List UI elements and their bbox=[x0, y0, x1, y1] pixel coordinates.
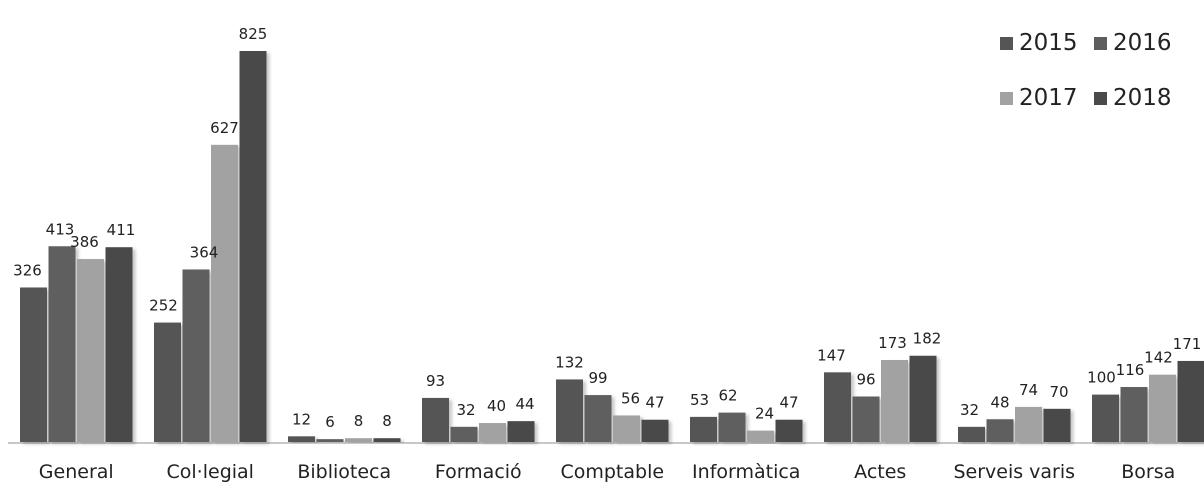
bar-2017-8 bbox=[1149, 374, 1176, 442]
value-label: 386 bbox=[70, 233, 99, 251]
legend-label: 2017 bbox=[1019, 85, 1078, 111]
bar-2018-5 bbox=[775, 419, 803, 442]
bar-2017-1 bbox=[211, 144, 238, 442]
bar-2016-5 bbox=[718, 412, 746, 442]
bar-2017-5 bbox=[747, 430, 774, 442]
value-label: 40 bbox=[487, 397, 506, 415]
category-label: Informàtica bbox=[692, 461, 800, 483]
value-label: 132 bbox=[555, 353, 584, 371]
legend: 2015 2016 2017 2018 bbox=[1000, 30, 1172, 111]
value-label: 182 bbox=[913, 330, 942, 348]
category-label: Col·legial bbox=[167, 461, 254, 483]
value-label: 99 bbox=[588, 369, 607, 387]
value-label: 56 bbox=[621, 389, 640, 407]
value-label: 411 bbox=[107, 221, 136, 239]
value-label: 32 bbox=[960, 401, 979, 419]
bar-2015-1 bbox=[154, 322, 181, 442]
bar-2017-7 bbox=[1015, 406, 1042, 442]
bar-2016-6 bbox=[852, 396, 880, 442]
value-label: 48 bbox=[990, 393, 1009, 411]
bars-group bbox=[20, 51, 1204, 442]
category-label: Formació bbox=[435, 461, 522, 483]
bar-2016-1 bbox=[182, 269, 210, 442]
value-label: 252 bbox=[149, 297, 178, 315]
value-label: 44 bbox=[515, 395, 534, 413]
value-label: 173 bbox=[878, 334, 907, 352]
value-label: 53 bbox=[690, 391, 709, 409]
value-label: 93 bbox=[426, 372, 445, 390]
value-label: 413 bbox=[46, 220, 75, 238]
bar-2015-4 bbox=[556, 379, 583, 442]
value-label: 62 bbox=[718, 387, 737, 405]
value-label: 142 bbox=[1144, 349, 1173, 367]
bar-2017-2 bbox=[345, 438, 372, 442]
legend-swatch-2016 bbox=[1094, 37, 1107, 50]
bar-2016-0 bbox=[48, 246, 76, 442]
bar-2015-5 bbox=[690, 416, 717, 442]
legend-swatch-2018 bbox=[1094, 92, 1107, 105]
bar-2018-1 bbox=[239, 51, 267, 442]
value-label: 326 bbox=[13, 261, 42, 279]
legend-label: 2015 bbox=[1019, 30, 1078, 56]
bar-2015-0 bbox=[20, 287, 47, 442]
bar-2015-7 bbox=[958, 426, 985, 442]
bar-2018-3 bbox=[507, 421, 535, 442]
value-label: 6 bbox=[325, 413, 335, 431]
category-label: Comptable bbox=[560, 461, 664, 483]
bar-2016-2 bbox=[316, 439, 344, 442]
value-label: 8 bbox=[354, 412, 364, 430]
legend-swatch-2017 bbox=[1000, 92, 1013, 105]
bar-2018-8 bbox=[1177, 360, 1204, 442]
value-label: 24 bbox=[755, 405, 774, 423]
category-labels-group: General Col·legial Biblioteca Formació Compt… bbox=[39, 461, 1175, 483]
bar-2016-8 bbox=[1120, 387, 1148, 442]
bar-2015-2 bbox=[288, 436, 315, 442]
value-label: 74 bbox=[1019, 381, 1038, 399]
value-label: 12 bbox=[292, 410, 311, 428]
bar-2017-3 bbox=[479, 423, 506, 442]
legend-label: 2016 bbox=[1113, 30, 1172, 56]
category-label: Serveis varis bbox=[953, 461, 1075, 483]
value-label: 627 bbox=[210, 119, 239, 137]
bar-2016-3 bbox=[450, 426, 478, 442]
value-label: 8 bbox=[382, 412, 392, 430]
bar-2018-6 bbox=[909, 355, 937, 442]
category-label: General bbox=[39, 461, 114, 483]
value-label: 100 bbox=[1087, 369, 1116, 387]
legend-label: 2018 bbox=[1113, 85, 1172, 111]
bar-2018-2 bbox=[373, 438, 401, 442]
value-label: 70 bbox=[1049, 383, 1068, 401]
bar-2015-8 bbox=[1092, 394, 1119, 442]
value-label: 147 bbox=[817, 346, 846, 364]
bar-2017-6 bbox=[881, 360, 908, 442]
category-label: Borsa bbox=[1121, 461, 1175, 483]
bar-2017-0 bbox=[77, 259, 104, 442]
legend-swatch-2015 bbox=[1000, 37, 1013, 50]
value-label: 825 bbox=[239, 25, 268, 43]
bar-2016-7 bbox=[986, 419, 1014, 442]
value-label: 171 bbox=[1173, 335, 1202, 353]
value-label: 364 bbox=[190, 243, 219, 261]
bar-2017-4 bbox=[613, 415, 640, 442]
value-label: 116 bbox=[1116, 361, 1145, 379]
value-label: 96 bbox=[856, 371, 875, 389]
bar-2015-3 bbox=[422, 397, 449, 442]
bar-2016-4 bbox=[584, 395, 612, 442]
value-label: 47 bbox=[779, 394, 798, 412]
category-label: Actes bbox=[854, 461, 906, 483]
bar-2018-7 bbox=[1043, 408, 1071, 442]
value-label: 47 bbox=[645, 394, 664, 412]
bar-2018-4 bbox=[641, 419, 669, 442]
bar-2015-6 bbox=[824, 372, 851, 442]
category-label: Biblioteca bbox=[297, 461, 391, 483]
bar-2018-0 bbox=[105, 247, 133, 442]
value-label: 32 bbox=[456, 401, 475, 419]
